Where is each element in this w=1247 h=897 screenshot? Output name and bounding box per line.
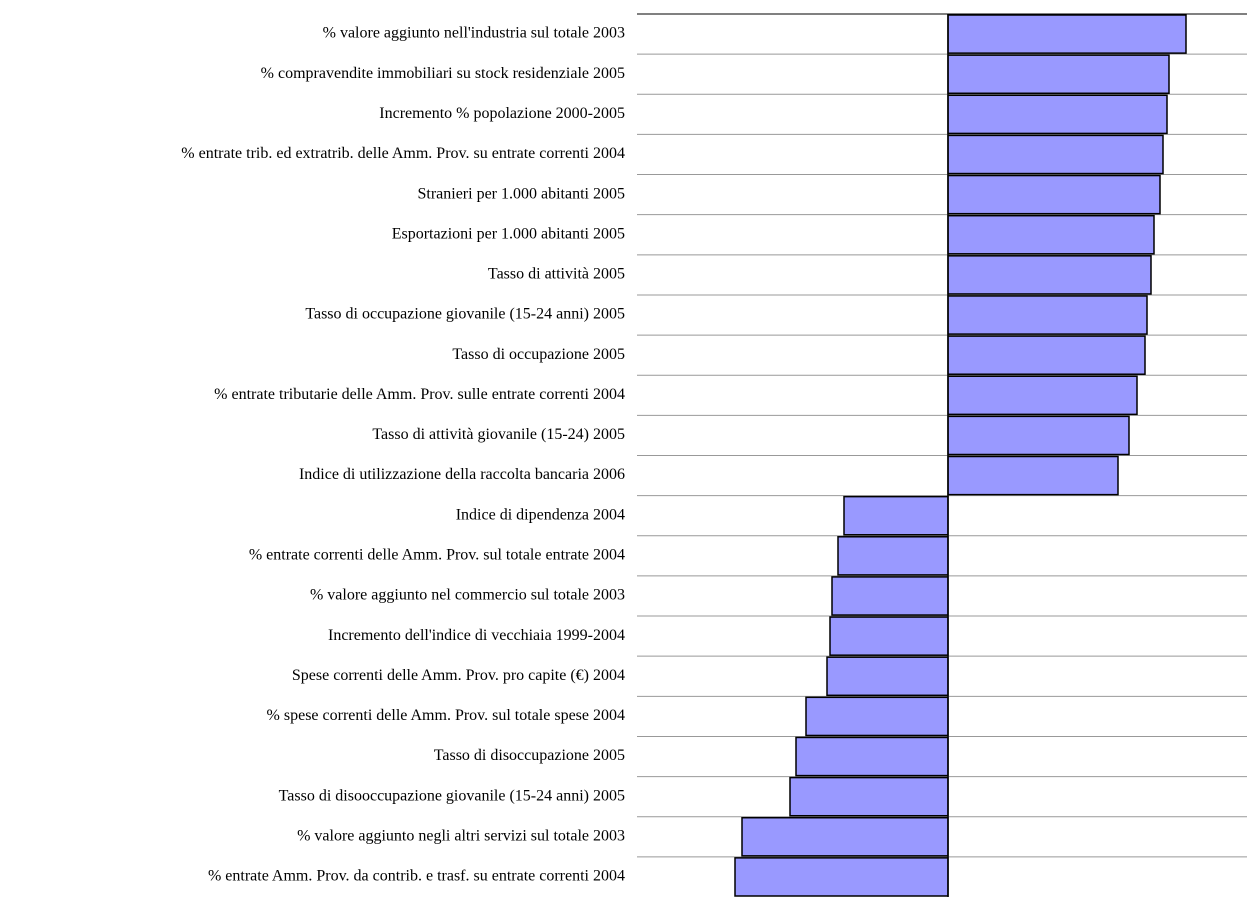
category-label: % valore aggiunto nell'industria sul tot… (323, 25, 625, 42)
category-label: % entrate Amm. Prov. da contrib. e trasf… (208, 868, 625, 885)
category-label: % entrate tributarie delle Amm. Prov. su… (214, 386, 625, 403)
category-label: Incremento dell'indice di vecchiaia 1999… (328, 627, 625, 644)
bar (947, 214, 1155, 255)
category-label: Tasso di occupazione 2005 (452, 346, 625, 363)
bar (826, 656, 949, 697)
category-label: Indice di dipendenza 2004 (456, 506, 625, 523)
bar (805, 696, 949, 737)
bar (947, 255, 1152, 295)
bar (789, 776, 949, 817)
category-label: % spese correnti delle Amm. Prov. sul to… (267, 707, 625, 724)
bar (831, 576, 949, 616)
bar (947, 295, 1148, 335)
category-label: % entrate trib. ed extratrib. delle Amm.… (181, 145, 625, 162)
bar (843, 495, 949, 536)
bar (947, 375, 1138, 416)
bar (947, 14, 1187, 54)
category-label: Esportazioni per 1.000 abitanti 2005 (392, 225, 625, 242)
bar (829, 616, 949, 656)
bar (795, 736, 949, 777)
category-label: Tasso di disoccupazione 2005 (434, 747, 625, 764)
category-label: % valore aggiunto negli altri servizi su… (297, 827, 625, 844)
bar (947, 415, 1130, 456)
category-label: Incremento % popolazione 2000-2005 (379, 105, 625, 122)
bar (947, 455, 1119, 496)
category-label: Indice di utilizzazione della raccolta b… (299, 466, 625, 483)
bar (947, 134, 1164, 175)
category-label: Spese correnti delle Amm. Prov. pro capi… (292, 667, 625, 684)
bar (947, 54, 1170, 95)
bar (741, 816, 949, 857)
category-label: Tasso di occupazione giovanile (15-24 an… (305, 306, 625, 323)
category-label: % valore aggiunto nel commercio sul tota… (310, 587, 625, 604)
category-label: % entrate correnti delle Amm. Prov. sul … (249, 547, 625, 564)
category-label: Tasso di disooccupazione giovanile (15-2… (279, 787, 625, 804)
bar (947, 174, 1161, 215)
category-label: Tasso di attività 2005 (488, 266, 625, 283)
bar (734, 857, 949, 897)
bar (947, 94, 1168, 135)
bar (947, 335, 1146, 375)
category-label: Tasso di attività giovanile (15-24) 2005 (372, 426, 625, 443)
category-label: % compravendite immobiliari su stock res… (261, 65, 625, 82)
bar (837, 536, 949, 576)
category-label: Stranieri per 1.000 abitanti 2005 (417, 185, 625, 202)
